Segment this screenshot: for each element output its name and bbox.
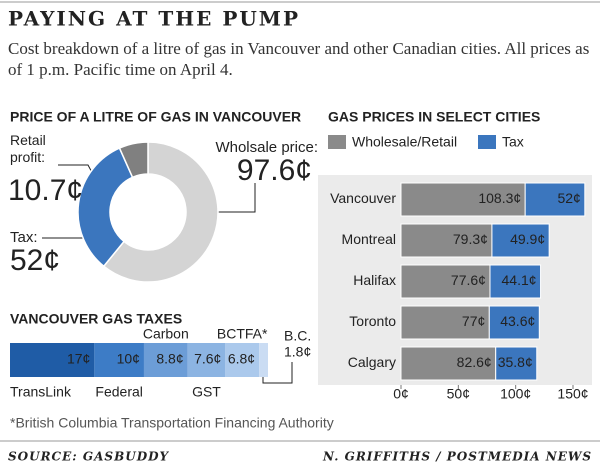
value-label: 79.3¢ xyxy=(453,231,488,247)
value-label: 44.1¢ xyxy=(502,272,537,288)
value-label: 8.8¢ xyxy=(156,351,183,367)
legend-label: Tax xyxy=(502,134,524,150)
value-label: 10.7¢ xyxy=(8,174,83,207)
category-label: Halifax xyxy=(353,272,396,288)
donut-slice xyxy=(77,147,134,268)
credit: N. GRIFFITHS / POSTMEDIA NEWS xyxy=(322,450,592,464)
category-label: Vancouver xyxy=(330,190,396,206)
bar-segment xyxy=(491,223,550,258)
value-label: 43.6¢ xyxy=(500,313,535,329)
value-label: 108.3¢ xyxy=(478,190,521,206)
category-label: B.C. xyxy=(284,328,311,344)
chart-title: VANCOUVER GAS TAXES xyxy=(10,311,182,327)
bar-segment xyxy=(524,182,586,217)
category-label: BCTFA* xyxy=(217,326,268,342)
value-label: 97.6¢ xyxy=(237,154,312,187)
category-label: Federal xyxy=(95,384,142,400)
category-label: Calgary xyxy=(348,354,396,370)
bar-segment xyxy=(400,305,490,340)
value-label: 7.6¢ xyxy=(194,351,221,367)
value-label: 49.9¢ xyxy=(510,231,545,247)
chart-title: GAS PRICES IN SELECT CITIES xyxy=(328,109,540,125)
value-label: 6.8¢ xyxy=(228,351,255,367)
tax-segment xyxy=(259,343,268,377)
tax-segment xyxy=(10,343,95,377)
bar-segment xyxy=(400,182,526,217)
value-label: 17¢ xyxy=(67,351,90,367)
category-label: Retail profit: xyxy=(10,132,46,165)
category-label: TransLink xyxy=(10,384,72,400)
tax-segment xyxy=(187,343,226,377)
donut-slice xyxy=(102,141,219,283)
value-label: 1.8¢ xyxy=(284,344,311,360)
subtitle: Cost breakdown of a litre of gas in Vanc… xyxy=(8,39,590,79)
category-label: Wholsale price: xyxy=(215,139,318,156)
tax-segment xyxy=(143,343,188,377)
bar-segment xyxy=(400,346,497,381)
category-label: GST xyxy=(192,384,221,400)
value-label: 77.6¢ xyxy=(451,272,486,288)
leader-line xyxy=(203,183,256,213)
subtitle-box: Cost breakdown of a litre of gas in Vanc… xyxy=(8,39,590,79)
footnote: *British Columbia Transportation Financi… xyxy=(10,415,334,431)
legend-swatch xyxy=(478,135,496,149)
x-tick-label: 50¢ xyxy=(447,386,470,402)
value-label: 10¢ xyxy=(117,351,140,367)
value-label: 52¢ xyxy=(10,244,60,277)
bar-segment xyxy=(400,264,491,299)
bar-segment xyxy=(488,305,540,340)
value-label: 82.6¢ xyxy=(457,354,492,370)
category-label: Carbon xyxy=(143,326,189,342)
value-label: 52¢ xyxy=(557,190,580,206)
value-label: 35.8¢ xyxy=(498,354,533,370)
legend-label: Wholesale/Retail xyxy=(352,134,457,150)
x-tick-label: 0¢ xyxy=(393,386,409,402)
legend-swatch xyxy=(328,135,346,149)
x-tick-label: 150¢ xyxy=(557,386,588,402)
category-label: Tax: xyxy=(10,229,38,246)
category-label: Toronto xyxy=(349,313,396,329)
title: PAYING AT THE PUMP xyxy=(8,7,300,31)
bar-segment xyxy=(495,346,538,381)
tax-segment xyxy=(225,343,260,377)
tax-segment xyxy=(94,343,144,377)
chart-title: PRICE OF A LITRE OF GAS IN VANCOUVER xyxy=(10,109,301,125)
x-tick-label: 100¢ xyxy=(500,386,531,402)
label-box: Retail profit: xyxy=(10,132,46,165)
source: SOURCE: GASBUDDY xyxy=(8,450,170,464)
donut-slice xyxy=(118,141,149,179)
leader-line xyxy=(262,362,293,384)
value-label: 77¢ xyxy=(462,313,485,329)
category-label: Montreal xyxy=(342,231,396,247)
bar-segment xyxy=(489,264,542,299)
